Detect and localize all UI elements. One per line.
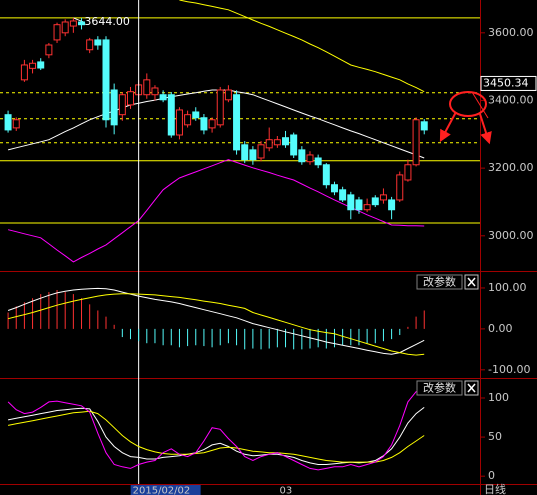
y-tick-label: 3200.00 — [488, 161, 534, 174]
candle-body — [102, 39, 110, 121]
close-icon — [467, 383, 476, 393]
high-label: 3644.00 — [84, 15, 130, 28]
y-tick-label: 100 — [488, 391, 509, 404]
candle-body — [273, 139, 281, 146]
candle-body — [330, 184, 338, 193]
indicator-line — [7, 89, 425, 159]
candle-body — [86, 39, 94, 51]
candle-body — [126, 91, 134, 106]
close-button[interactable] — [464, 380, 479, 396]
y-tick-label: 0 — [488, 469, 495, 482]
candle-body — [45, 44, 53, 56]
close-button[interactable] — [464, 274, 479, 290]
candle-body — [379, 194, 387, 201]
indicator-line — [179, 0, 425, 93]
candle-body — [216, 89, 224, 126]
candle-body — [29, 62, 37, 69]
candle-body — [371, 197, 379, 206]
y-tick-label: -100.00 — [488, 363, 530, 376]
cursor-price-box — [480, 75, 537, 91]
candle-body — [167, 94, 175, 136]
candle-body — [314, 157, 322, 166]
indicator-line — [7, 287, 425, 355]
panel — [7, 287, 425, 356]
candle-body — [298, 149, 306, 163]
candle-body — [69, 20, 77, 27]
annotation-circle — [449, 91, 487, 117]
panel — [7, 389, 425, 471]
close-icon — [467, 277, 476, 287]
candle-body — [363, 204, 371, 211]
param-button[interactable]: 改参数 — [416, 274, 463, 290]
candle-body — [241, 144, 249, 161]
candle-body — [388, 199, 396, 211]
candle-body — [208, 119, 216, 129]
candle-body — [412, 119, 420, 166]
button-box — [416, 274, 463, 290]
x-tick-label: 03 — [280, 486, 293, 495]
annotation-arrow — [439, 111, 457, 143]
candle-body — [151, 87, 159, 96]
candle-body — [12, 119, 20, 129]
candle-body — [257, 144, 265, 159]
candle-body — [94, 39, 102, 46]
candle-body — [265, 139, 273, 149]
candle-body — [175, 109, 183, 136]
candle-body — [37, 61, 45, 69]
y-tick-label: 3600.00 — [488, 26, 534, 39]
candle-body — [20, 64, 28, 81]
candle-body — [4, 114, 12, 131]
y-tick-label: 0.00 — [488, 322, 513, 335]
indicator-line — [7, 389, 425, 471]
candle-body — [290, 134, 298, 156]
candle-body — [249, 149, 257, 161]
candle-body — [347, 194, 355, 211]
period-label: 日线 — [484, 482, 506, 495]
candle-body — [110, 89, 118, 126]
button-label: 改参数 — [423, 275, 456, 289]
x-tick-label: 2015/02/02 — [133, 486, 191, 495]
panel — [0, 0, 480, 263]
annotation-line — [471, 91, 489, 119]
cursor-price-label: 3450.34 — [483, 76, 529, 89]
candle-body — [53, 24, 61, 41]
candle-body — [322, 164, 330, 186]
candle-body — [282, 137, 290, 146]
button-label: 改参数 — [423, 381, 456, 395]
candle-body — [200, 117, 208, 131]
button-box — [416, 380, 463, 396]
indicator-line — [8, 410, 425, 463]
candle-body — [396, 174, 404, 201]
candle-body — [355, 199, 363, 211]
candle-body — [78, 21, 86, 26]
candle-body — [404, 164, 412, 181]
candle-body — [420, 121, 428, 131]
y-tick-label: 3000.00 — [488, 229, 534, 242]
candle-body — [61, 21, 69, 34]
candle-body — [118, 94, 126, 116]
annotation — [439, 91, 492, 145]
annotation-arrow — [479, 113, 492, 145]
candle-body — [233, 94, 241, 151]
y-tick-label: 50 — [488, 430, 502, 443]
candle-body — [306, 154, 314, 163]
candle-body — [159, 94, 167, 101]
candle-body — [184, 114, 192, 126]
y-tick-label: 100.00 — [488, 281, 527, 294]
param-button[interactable]: 改参数 — [416, 380, 463, 396]
indicator-line — [8, 407, 425, 465]
candle-body — [224, 89, 232, 101]
indicator-line — [7, 293, 425, 356]
candle-body — [192, 111, 200, 119]
y-tick-label: 3400.00 — [488, 93, 534, 106]
candle-body — [339, 189, 347, 201]
cursor-date-box — [130, 485, 201, 495]
candle-body — [143, 79, 151, 96]
indicator-line — [7, 159, 425, 263]
